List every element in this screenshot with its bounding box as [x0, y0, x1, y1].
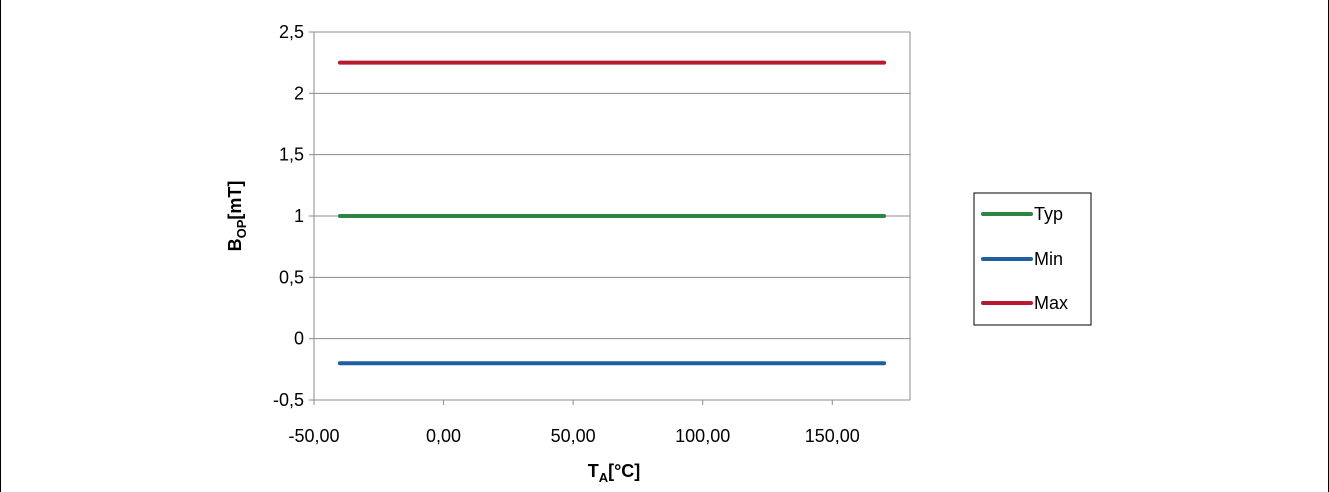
x-tick-label: 50,00: [551, 426, 596, 446]
grid-layer: [309, 31, 911, 405]
x-axis-title: TA[°C]: [588, 461, 641, 485]
y-tick-label: 2,5: [279, 22, 304, 42]
y-tick-label: 0,5: [279, 267, 304, 287]
x-tick-label: -50,00: [288, 426, 339, 446]
legend-items: Typ Min Max: [981, 204, 1068, 313]
legend-label-min: Min: [1034, 249, 1063, 269]
x-tick-label: 0,00: [426, 426, 461, 446]
x-tick-label: 100,00: [675, 426, 730, 446]
x-axis-title-unit: [°C]: [608, 461, 640, 481]
y-tick-label: -0,5: [273, 390, 304, 410]
x-axis-title-sub: A: [599, 470, 609, 485]
y-tick-label: 1,5: [279, 145, 304, 165]
y-axis-title-sub: OP: [234, 219, 249, 238]
plot-area-border: [313, 31, 911, 401]
series-layer: [337, 60, 887, 366]
y-tick-label: 2: [294, 83, 304, 103]
y-axis-title-main: B: [225, 238, 245, 251]
x-axis-title-main: T: [588, 461, 599, 481]
x-tick-label: 150,00: [805, 426, 860, 446]
y-tick-label: 1: [294, 206, 304, 226]
tick-layer: -0,5 0 0,5 1 1,5 2 2,5 -50,00 0,00 50,00 100,00 150…: [273, 22, 860, 446]
y-axis-title-unit: [mT]: [225, 181, 245, 220]
legend: Typ Min Max: [973, 192, 1092, 326]
y-axis-title: BOP[mT]: [225, 181, 249, 252]
legend-label-typ: Typ: [1034, 204, 1063, 224]
legend-label-max: Max: [1034, 293, 1068, 313]
y-tick-label: 0: [294, 329, 304, 349]
